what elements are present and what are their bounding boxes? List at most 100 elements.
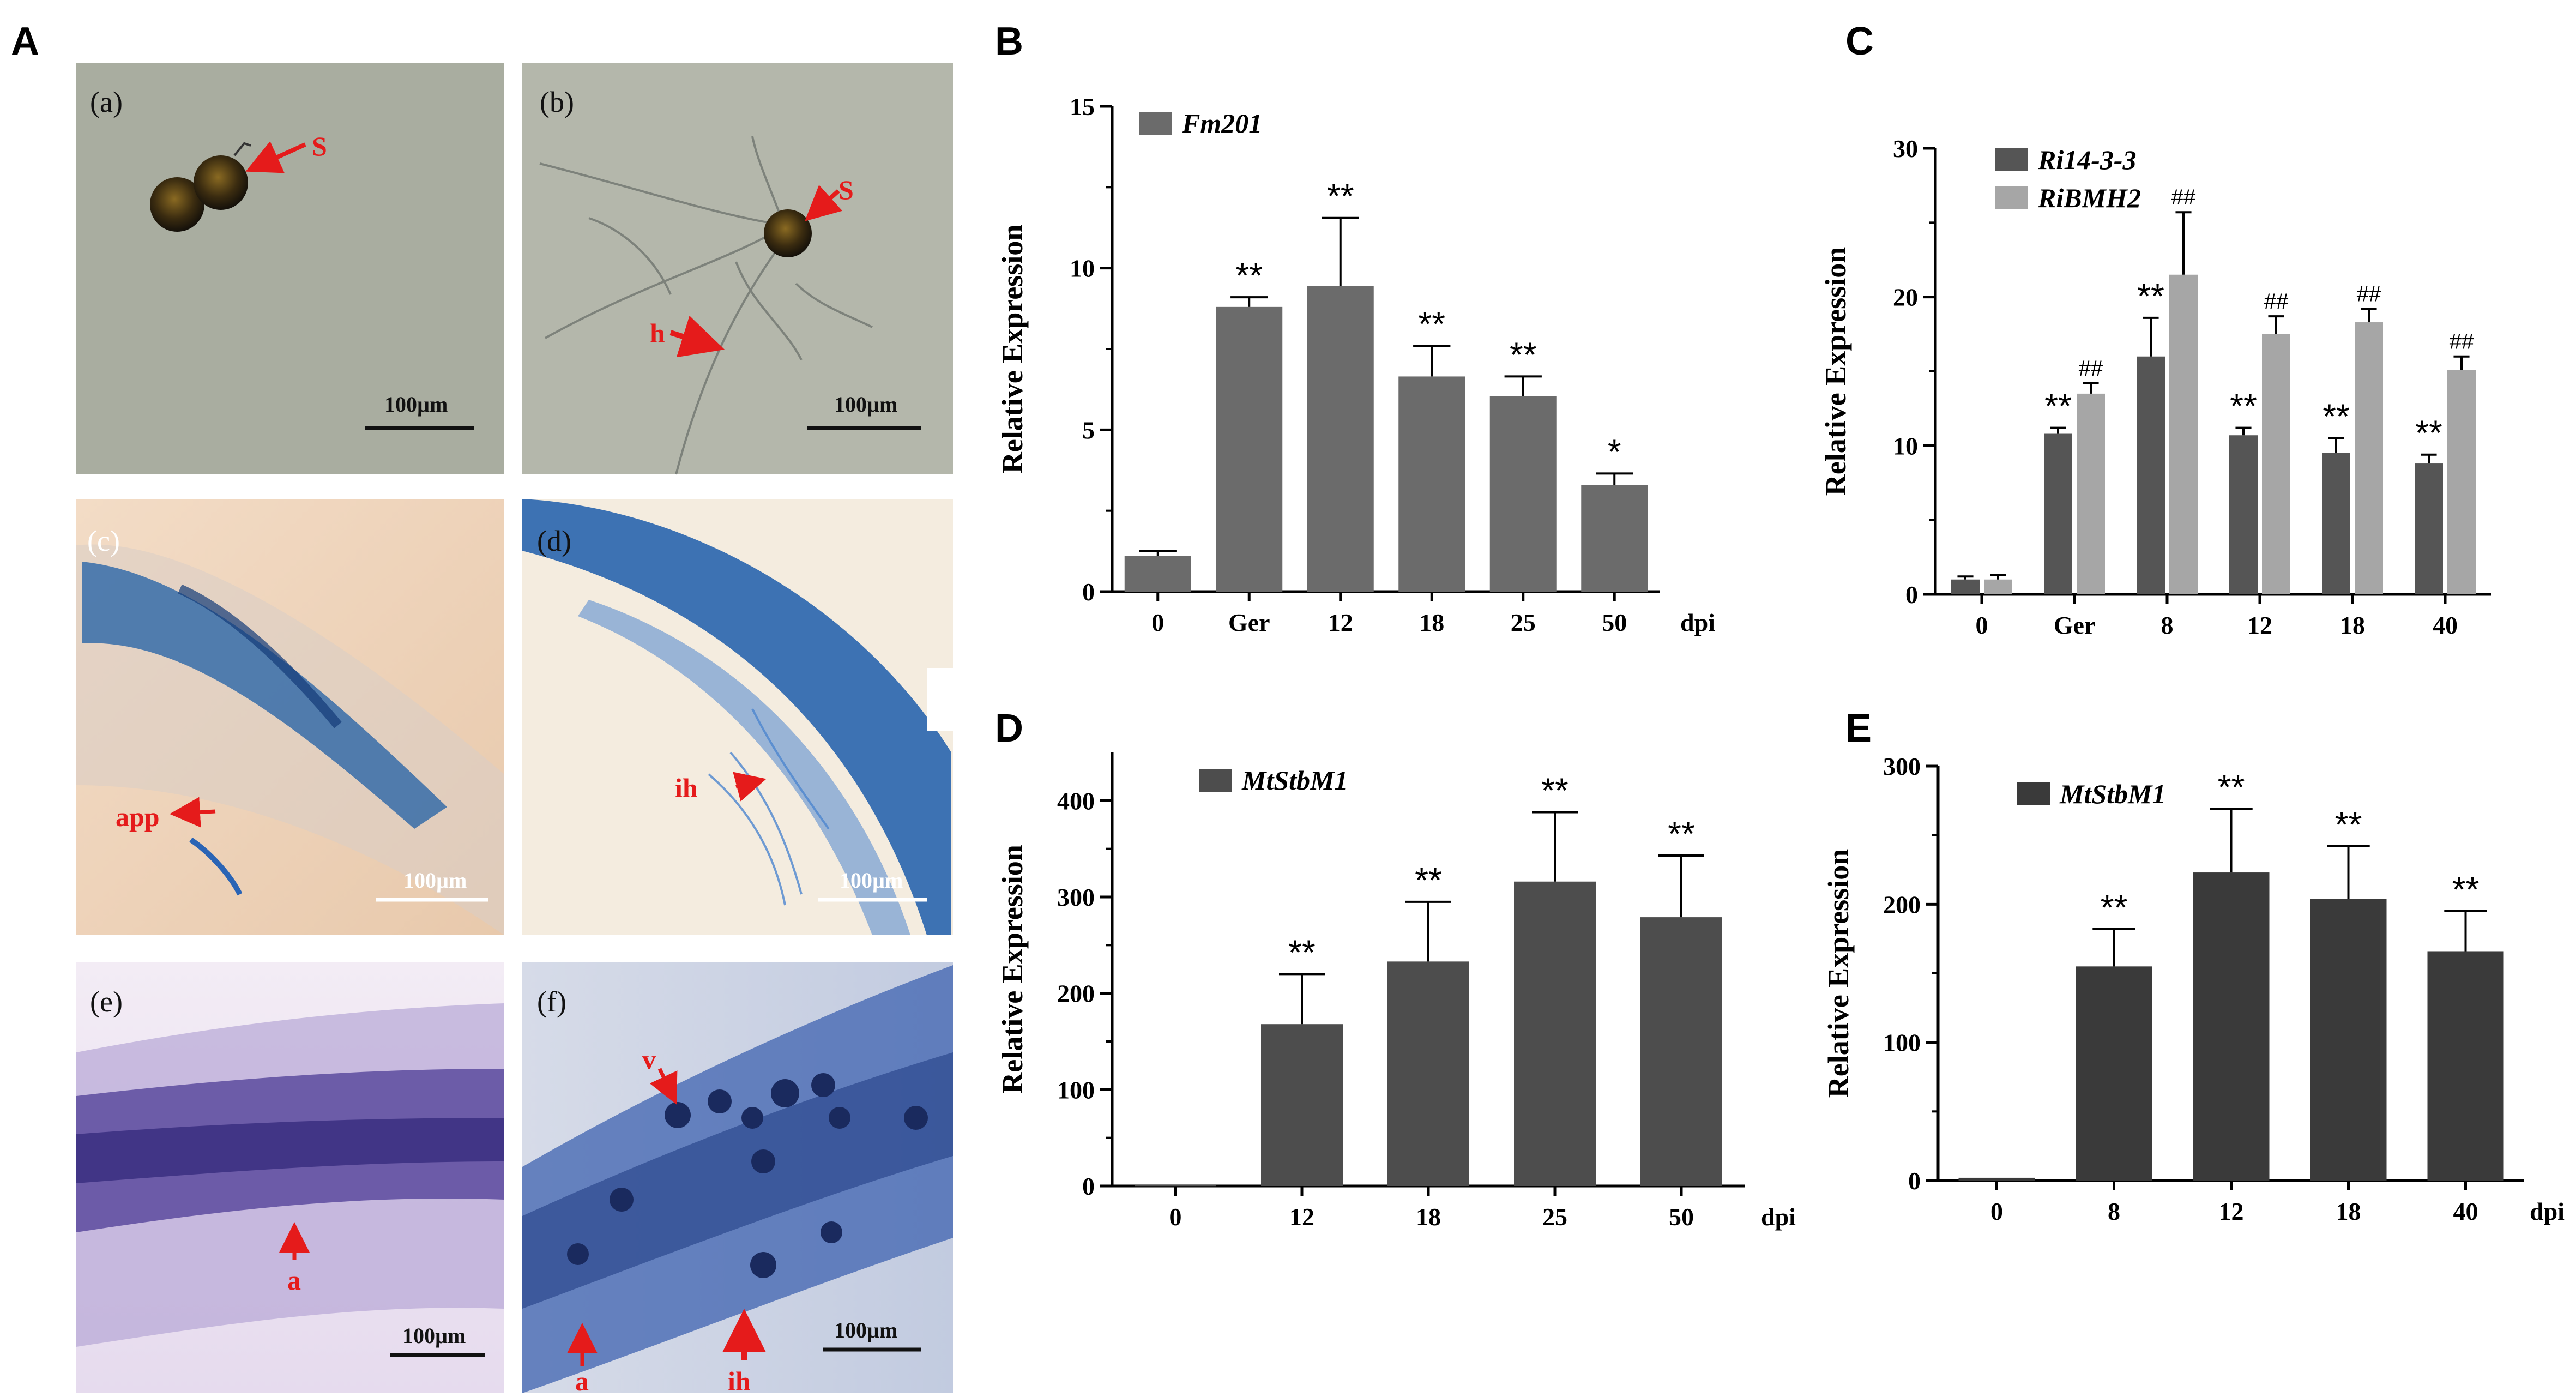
legend-label: Fm201 [1181,108,1262,139]
stained-root-cortex [522,499,951,935]
bar [1951,579,1980,594]
vesicles [567,1073,928,1278]
significance-marker: * [1608,432,1621,471]
arrow-label-ih: ih [728,1366,751,1396]
y-tick-label: 300 [1057,883,1095,911]
y-tick-label: 0 [1082,578,1095,606]
sub-label-d: (d) [537,525,571,557]
scale-bar-label: 100µm [403,868,467,893]
arrow-label-a: a [575,1366,589,1396]
y-tick-label: 0 [1082,1172,1095,1200]
chart-panel-d: 0 100 200 300 400 Relative Expression 0 12 18 25 5… [996,752,1796,1231]
x-tick-label: 0 [1990,1197,2003,1225]
significance-marker: ** [2452,870,2480,909]
hyphae-network [539,136,873,475]
spore-image [150,177,204,232]
x-tick-label: 12 [2247,611,2272,639]
x-tick-label: Ger [2054,611,2096,639]
significance-marker: ** [1288,932,1316,972]
bar [2322,453,2350,594]
micrograph-a-background [76,63,504,474]
arrow-label-ih: ih [675,773,698,803]
micrograph-f: (f) v a ih 100µm [522,962,953,1396]
x-tick-label: 40 [2453,1197,2478,1225]
micrograph-a: (a) S 100µm [76,63,504,474]
significance-marker: ** [2322,397,2350,436]
bar [1581,485,1648,592]
bar [1216,306,1283,592]
chart-panel-b: 0 5 10 15 Relative Expression 0 Ger 12 18 25 50 dpi… [996,93,1715,636]
y-tick-label: 15 [1070,93,1095,121]
micrograph-b: (b) S h 100µm [522,63,953,475]
legend-swatch [1995,148,2028,171]
bar [2077,393,2105,594]
significance-marker: ** [2101,888,2128,927]
bar [1135,1185,1216,1187]
stained-hyphae [189,837,243,896]
significance-marker: ** [2137,276,2164,316]
bar [1398,376,1465,592]
significance-marker: ** [2044,387,2072,426]
bar [1261,1024,1343,1186]
arrow-label-s: S [838,174,854,205]
sub-label-e: (e) [90,985,123,1018]
significance-marker: ** [2335,805,2362,844]
scale-bar-label: 100µm [402,1323,466,1348]
x-tick-label: 12 [1328,609,1353,636]
x-tick-label: 8 [2161,611,2174,639]
scale-bar-label: 100µm [384,392,448,417]
significance-marker: ** [1415,860,1442,900]
x-tick-label: Ger [1228,609,1270,636]
stained-hyphae [178,584,342,728]
bar [1984,579,2012,594]
panel-letter-d: D [995,707,1023,750]
bar [1124,556,1191,592]
y-tick-label: 0 [1905,581,1918,609]
arrow-label-h: h [650,318,665,348]
panel-letter-b: B [995,20,1023,63]
stained-cortex [76,1118,504,1183]
red-arrow [170,797,216,828]
legend-label: Ri14-3-3 [2037,144,2137,175]
x-tick-label: 40 [2433,611,2458,639]
x-tick-label: 18 [2340,611,2365,639]
panel-letter-c: C [1845,20,1874,63]
significance-marker: ## [2171,185,2196,209]
image-gap [927,668,954,731]
significance-marker: ** [1541,771,1568,810]
significance-marker: ** [2218,768,2245,807]
bar [2447,370,2476,594]
bar [1514,881,1596,1186]
significance-marker: ** [1510,335,1537,374]
x-tick-label: 50 [1669,1203,1694,1231]
y-tick-label: 10 [1893,432,1918,460]
significance-marker: ** [1327,177,1354,216]
red-arrow [805,185,843,221]
x-tick-label: 25 [1511,609,1536,636]
chart-panel-e: 0 100 200 300 Relative Expression 0 8 12 18 40 dpi… [1822,752,2565,1225]
sub-label-f: (f) [537,985,566,1018]
bar [1489,396,1557,592]
x-unit-label: dpi [1680,609,1715,636]
internal-hyphae [708,708,830,906]
bar [1307,286,1374,592]
x-tick-label: 8 [2108,1197,2120,1225]
y-tick-label: 0 [1908,1167,1921,1195]
significance-marker: ## [2264,290,2289,314]
significance-marker: ## [2079,357,2103,381]
y-tick-label: 100 [1057,1076,1095,1104]
significance-marker: ## [2450,330,2474,354]
legend-swatch [1199,769,1232,792]
red-arrow [649,1068,678,1105]
y-axis-title: Relative Expression [1822,849,1855,1098]
x-tick-label: 12 [2219,1197,2244,1225]
arrow-label-app: app [116,802,160,832]
bar [2427,951,2504,1181]
legend-swatch [1995,186,2028,209]
bar [1640,917,1722,1186]
red-arrow [245,141,306,173]
sub-label-a: (a) [90,86,123,118]
significance-marker: ## [2357,282,2381,306]
bar [2044,433,2072,594]
bar [1387,961,1469,1186]
